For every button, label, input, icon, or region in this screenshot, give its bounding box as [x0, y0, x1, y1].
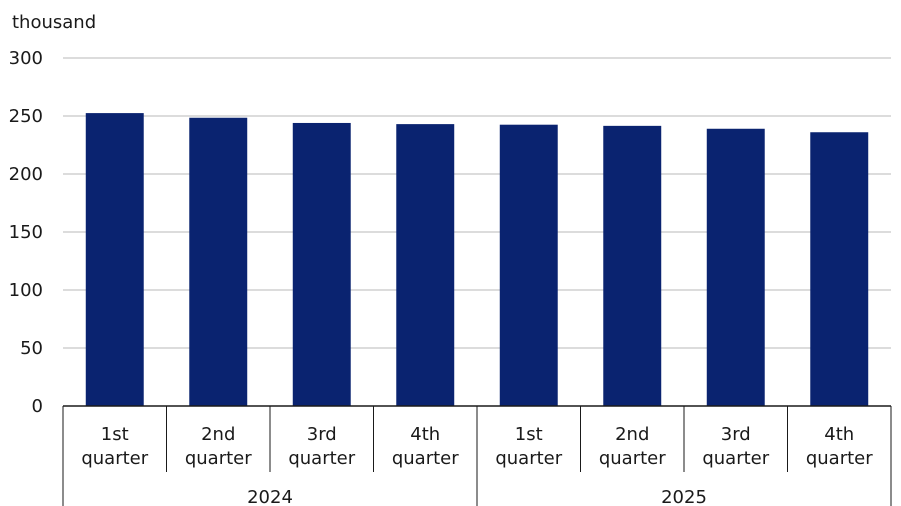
x-tick-label: 3rd quarter — [702, 424, 769, 469]
y-tick-label: 150 — [9, 222, 43, 243]
x-tick-label: 2nd quarter — [599, 424, 666, 469]
y-axis-ticks: 0 50 100 150 200 250 300 — [9, 48, 43, 417]
y-tick-label: 50 — [20, 338, 43, 359]
gridlines — [63, 57, 891, 349]
x-group-label: 2024 — [247, 487, 293, 506]
bar — [396, 124, 455, 407]
x-tick-label: 4th quarter — [392, 424, 459, 469]
bars — [85, 113, 869, 407]
bar — [603, 125, 662, 407]
x-tick-label: 2nd quarter — [185, 424, 252, 469]
y-tick-label: 300 — [9, 48, 43, 69]
y-tick-label: 100 — [9, 280, 43, 301]
bar — [85, 113, 144, 406]
unit-label: thousand — [12, 12, 96, 33]
x-tick-label: 1st quarter — [495, 424, 562, 469]
x-axis: 1st quarter 2nd quarter 3rd quarter 4th quarter… — [62, 405, 892, 506]
bar — [499, 124, 558, 406]
x-tick-label: 3rd quarter — [288, 424, 355, 469]
x-tick-label: 4th quarter — [806, 424, 873, 469]
bar — [292, 122, 351, 407]
y-tick-label: 0 — [32, 396, 43, 417]
bar — [706, 128, 765, 406]
bar — [810, 132, 869, 407]
bar — [189, 117, 248, 407]
x-tick-label: 1st quarter — [81, 424, 148, 469]
y-tick-label: 200 — [9, 164, 43, 185]
y-tick-label: 250 — [9, 106, 43, 127]
x-group-label: 2025 — [661, 487, 707, 506]
